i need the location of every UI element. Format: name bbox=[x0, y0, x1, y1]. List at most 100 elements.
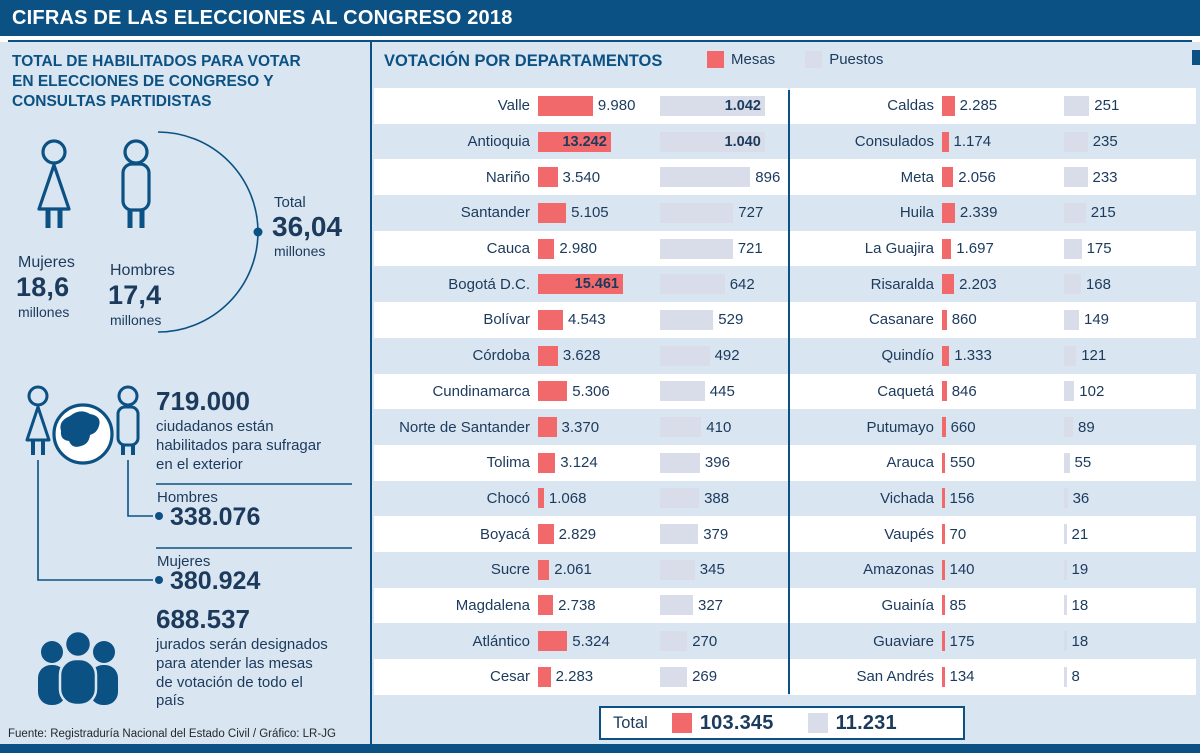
mesas-value: 3.124 bbox=[560, 454, 598, 472]
puestos-value: 269 bbox=[692, 668, 718, 686]
mesas-bar bbox=[538, 595, 554, 616]
mesas-cell: 175 bbox=[942, 631, 1064, 652]
dept-name: Norte de Santander bbox=[399, 418, 530, 436]
puestos-cell: 529 bbox=[660, 309, 788, 330]
totals-puestos-swatch bbox=[807, 713, 828, 733]
mesas-value: 2.738 bbox=[558, 596, 596, 614]
hombres-bullet bbox=[155, 512, 163, 520]
mujeres-value: 18,6 bbox=[16, 272, 70, 302]
mesas-bar bbox=[942, 131, 949, 152]
puestos-bar bbox=[1064, 238, 1082, 259]
mesas-value: 2.283 bbox=[555, 668, 594, 686]
mesas-bar bbox=[538, 95, 593, 116]
puestos-bar bbox=[660, 595, 693, 616]
dept-row: Risaralda 2.203 168 bbox=[790, 266, 1196, 302]
puestos-cell: 168 bbox=[1064, 274, 1192, 295]
dept-name: Antioquia bbox=[467, 133, 530, 151]
puestos-cell: 327 bbox=[660, 595, 788, 616]
puestos-value: 235 bbox=[1092, 133, 1118, 151]
puestos-cell: 21 bbox=[1064, 524, 1192, 545]
mesas-cell: 15.461 bbox=[538, 274, 660, 295]
mesas-cell: 5.324 bbox=[538, 631, 660, 652]
dept-row: Tolima 3.124 396 bbox=[374, 444, 788, 481]
puestos-bar bbox=[1064, 666, 1067, 687]
dept-row: Arauca 550 55 bbox=[790, 444, 1196, 481]
chart-title: VOTACIÓN POR DEPARTAMENTOS bbox=[384, 52, 663, 70]
exterior-value: 719.000 bbox=[156, 386, 250, 416]
mesas-value: 9.980 bbox=[597, 97, 636, 115]
mesas-value: 846 bbox=[951, 382, 977, 400]
puestos-cell: 102 bbox=[1064, 381, 1192, 402]
dept-name: Cundinamarca bbox=[432, 382, 530, 400]
mesas-bar bbox=[942, 381, 947, 402]
dept-name: Guainía bbox=[881, 596, 934, 614]
mesas-bar bbox=[538, 167, 558, 188]
dept-name: Tolima bbox=[486, 454, 530, 472]
mesas-bar bbox=[942, 274, 955, 295]
dept-row: La Guajira 1.697 175 bbox=[790, 230, 1196, 267]
mesas-value: 156 bbox=[949, 489, 975, 507]
dept-row: Consulados 1.174 235 bbox=[790, 124, 1196, 160]
departments-panel: VOTACIÓN POR DEPARTAMENTOS Mesas Puestos… bbox=[370, 42, 1200, 744]
mesas-bar bbox=[538, 381, 568, 402]
mesas-cell: 140 bbox=[942, 559, 1064, 580]
puestos-value: 721 bbox=[737, 240, 763, 258]
puestos-value: 270 bbox=[692, 632, 718, 650]
mesas-cell: 1.697 bbox=[942, 238, 1064, 259]
mesas-bar bbox=[942, 559, 945, 580]
dept-row: Santander 5.105 727 bbox=[374, 195, 788, 231]
puestos-value: 149 bbox=[1084, 311, 1110, 329]
dept-row: Casanare 860 149 bbox=[790, 302, 1196, 338]
departments-column-right: Caldas 2.285 251 Consulados 1.174 235 Meta 2.05… bbox=[790, 88, 1196, 695]
mesas-cell: 156 bbox=[942, 488, 1064, 509]
mesas-bar bbox=[538, 452, 556, 473]
puestos-bar bbox=[1064, 202, 1086, 223]
totals-bar: Total 103.345 11.231 bbox=[599, 706, 965, 740]
dept-row: Atlántico 5.324 270 bbox=[374, 623, 788, 659]
dept-name: La Guajira bbox=[864, 240, 934, 258]
puestos-cell: 233 bbox=[1064, 167, 1192, 188]
mesas-value: 4.543 bbox=[568, 311, 606, 329]
exterior-mujeres-value: 380.924 bbox=[170, 567, 261, 595]
puestos-value: 410 bbox=[706, 418, 732, 436]
legend-puestos-swatch bbox=[805, 51, 823, 68]
puestos-cell: 8 bbox=[1064, 666, 1192, 687]
dept-row: Nariño 3.540 896 bbox=[374, 159, 788, 196]
mesas-value: 3.370 bbox=[561, 418, 600, 436]
mesas-cell: 1.333 bbox=[942, 345, 1064, 366]
mesas-cell: 2.056 bbox=[942, 167, 1064, 188]
mujeres-unit: millones bbox=[18, 304, 70, 320]
puestos-cell: 269 bbox=[660, 666, 788, 687]
puestos-bar bbox=[660, 666, 688, 687]
mesas-cell: 4.543 bbox=[538, 309, 660, 330]
puestos-cell: 388 bbox=[660, 488, 788, 509]
mesas-bar bbox=[538, 345, 558, 366]
mesas-cell: 5.105 bbox=[538, 202, 660, 223]
dept-name: Cauca bbox=[486, 240, 530, 258]
footer-bar bbox=[0, 744, 1200, 753]
mesas-bar bbox=[942, 309, 947, 330]
puestos-value: 102 bbox=[1079, 382, 1105, 400]
dept-name: Sucre bbox=[490, 561, 530, 579]
puestos-value: 175 bbox=[1086, 240, 1112, 258]
exterior-hombres-value: 338.076 bbox=[170, 503, 261, 531]
hombres-value: 17,4 bbox=[108, 280, 162, 310]
puestos-cell: 445 bbox=[660, 381, 788, 402]
puestos-cell: 36 bbox=[1064, 488, 1192, 509]
dept-name: Amazonas bbox=[863, 561, 934, 579]
puestos-value: 18 bbox=[1071, 632, 1089, 650]
puestos-bar bbox=[1064, 309, 1079, 330]
mesas-value: 5.324 bbox=[572, 632, 610, 650]
legend-mesas-label: Mesas bbox=[731, 51, 776, 68]
dept-row: Norte de Santander 3.370 410 bbox=[374, 409, 788, 445]
mesas-bar bbox=[538, 666, 551, 687]
dept-name: Valle bbox=[497, 97, 530, 115]
mesas-bar bbox=[942, 238, 952, 259]
departments-column-left: Valle 9.980 1.042 Antioquia 13.242 1.040 Nariñ… bbox=[374, 88, 788, 695]
chart-legend: Mesas Puestos bbox=[707, 51, 883, 68]
puestos-value: 215 bbox=[1090, 204, 1116, 222]
dept-row: Cauca 2.980 721 bbox=[374, 230, 788, 267]
mesas-cell: 860 bbox=[942, 309, 1064, 330]
mesas-bar bbox=[538, 309, 563, 330]
